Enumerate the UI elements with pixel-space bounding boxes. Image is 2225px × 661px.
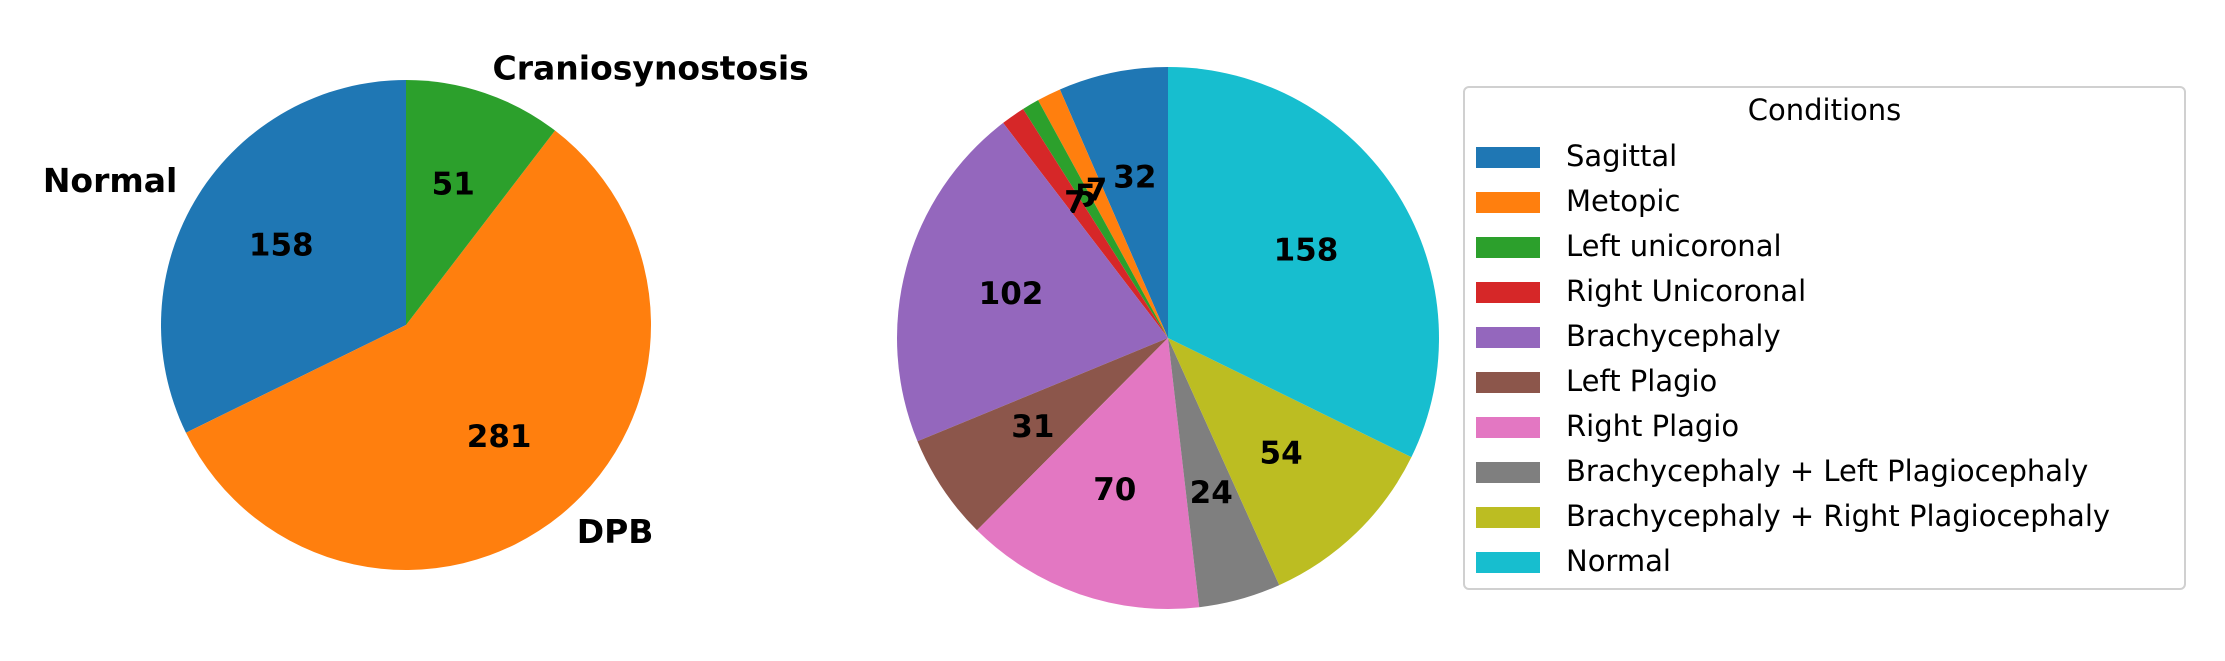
slice-label: DPB xyxy=(577,512,654,551)
legend-swatch xyxy=(1476,192,1540,213)
pie-slice xyxy=(185,130,651,570)
value-label: 51 xyxy=(432,166,475,202)
pie-slice xyxy=(1168,67,1439,458)
legend-label: Metopic xyxy=(1566,184,1680,218)
legend-label: Sagittal xyxy=(1566,139,1677,173)
legend-swatch xyxy=(1476,372,1540,393)
legend-label: Left unicoronal xyxy=(1566,229,1782,263)
legend-label: Right Unicoronal xyxy=(1566,274,1806,308)
pie-slice xyxy=(976,338,1200,609)
legend-box xyxy=(1463,86,2186,590)
legend-swatch xyxy=(1476,147,1540,168)
pie-slice xyxy=(160,80,406,433)
value-label: 32 xyxy=(1113,159,1156,195)
legend-swatch xyxy=(1476,462,1540,483)
legend-label: Right Plagio xyxy=(1566,409,1739,443)
legend-swatch xyxy=(1476,282,1540,303)
value-label: 102 xyxy=(979,276,1044,312)
legend-label: Brachycephaly + Right Plagiocephaly xyxy=(1566,499,2110,533)
legend-swatch xyxy=(1476,552,1540,573)
value-label: 158 xyxy=(1274,232,1339,268)
legend-swatch xyxy=(1476,237,1540,258)
legend-label: Brachycephaly + Left Plagiocephaly xyxy=(1566,454,2088,488)
value-label: 158 xyxy=(249,228,314,264)
pie-slice xyxy=(1023,100,1168,338)
legend-label: Normal xyxy=(1566,544,1671,578)
slice-label: Normal xyxy=(43,161,178,200)
pie-slice xyxy=(1168,338,1412,586)
pie-slice xyxy=(917,338,1168,531)
pie-slice xyxy=(1059,67,1168,338)
slice-label: Craniosynostosis xyxy=(493,48,809,87)
pie-slice xyxy=(406,80,556,325)
legend-swatch xyxy=(1476,417,1540,438)
legend-label: Left Plagio xyxy=(1566,364,1717,398)
value-label: 54 xyxy=(1260,435,1303,471)
legend-swatch xyxy=(1476,507,1540,528)
legend-swatch xyxy=(1476,327,1540,348)
value-label: 24 xyxy=(1190,475,1233,511)
value-label: 70 xyxy=(1093,472,1136,508)
legend-label: Brachycephaly xyxy=(1566,319,1781,353)
legend-title: Conditions xyxy=(1748,93,1902,127)
pie-slice xyxy=(1003,109,1168,338)
pie-slice xyxy=(1168,338,1280,608)
pie-slice xyxy=(1038,89,1168,338)
value-label: 281 xyxy=(467,419,532,455)
value-label: 31 xyxy=(1011,409,1054,445)
pie-slice xyxy=(897,122,1168,442)
